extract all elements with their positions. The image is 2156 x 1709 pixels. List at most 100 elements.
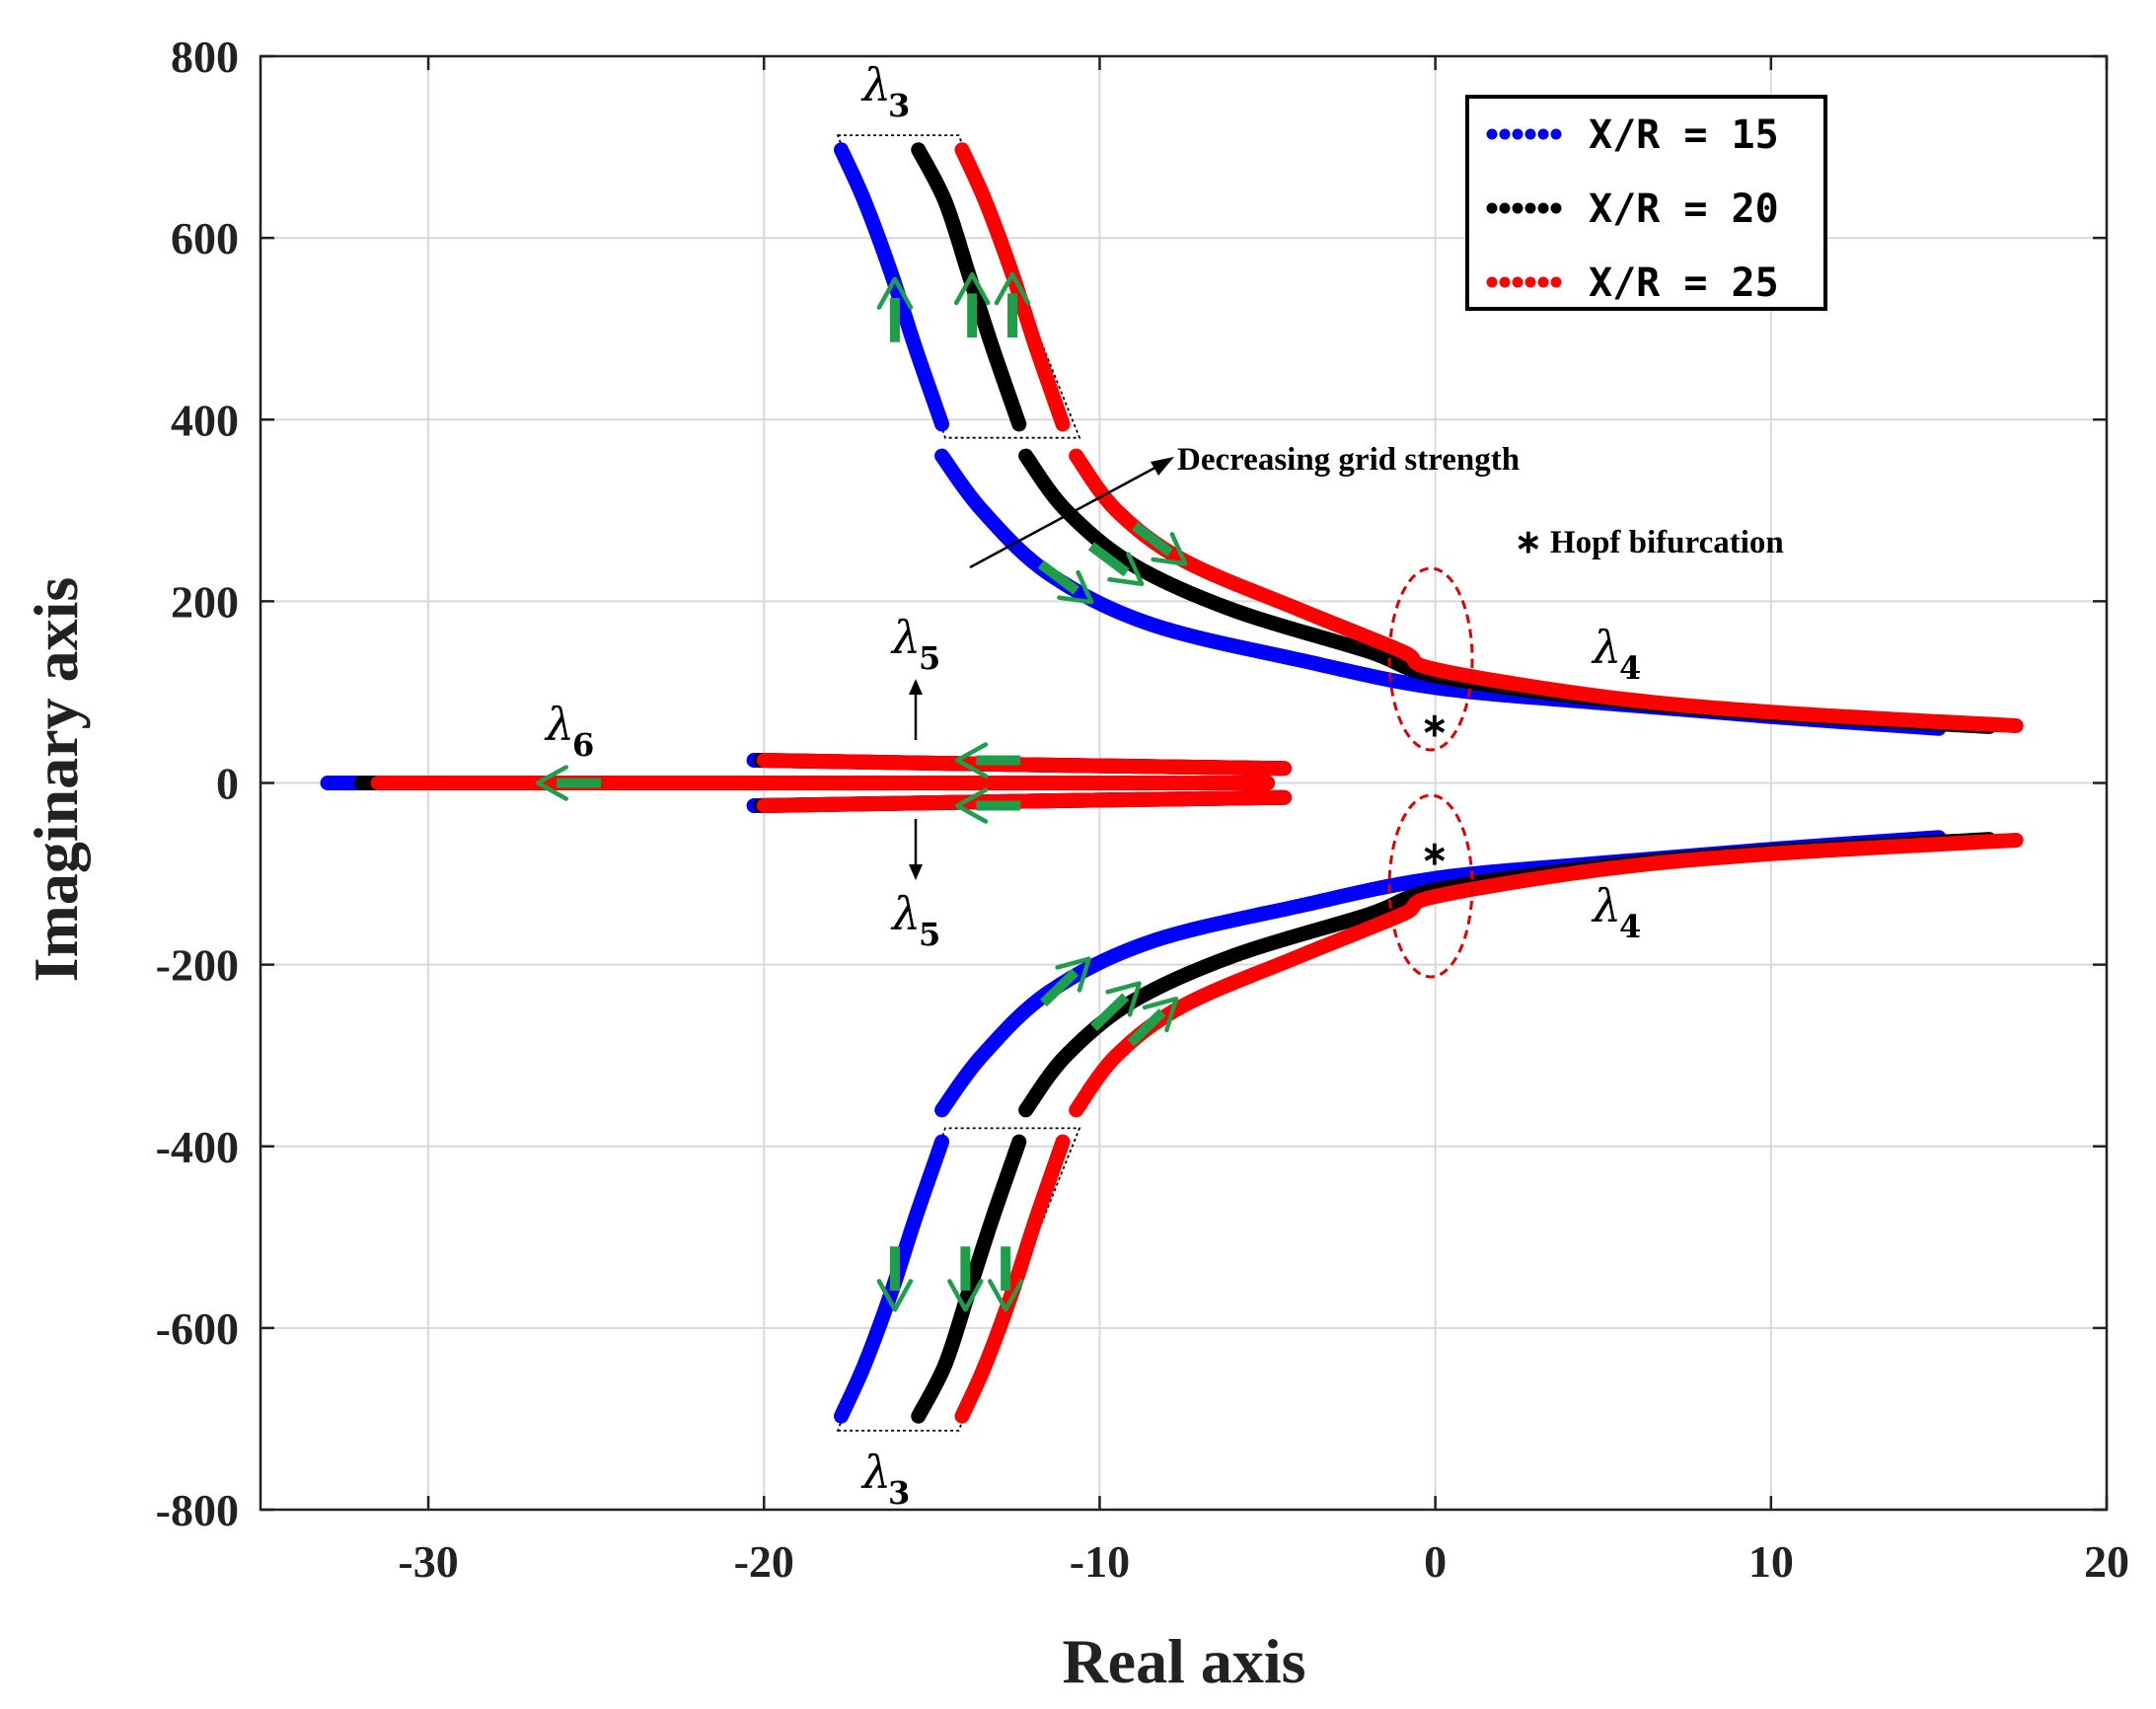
hopf-ellipse-upper bbox=[1387, 566, 1474, 752]
lambda5-lower-label: λ 5 bbox=[890, 887, 940, 953]
arrow-shaft bbox=[1037, 559, 1079, 595]
lambda4-lower-label: λ 4 bbox=[1591, 879, 1641, 945]
arrow-shaft bbox=[1087, 542, 1130, 577]
legend-items: X/R = 15 X/R = 20 X/R = 25 bbox=[1486, 112, 1779, 306]
legend-marker-dot bbox=[1537, 128, 1549, 140]
svg-text:5: 5 bbox=[919, 639, 940, 677]
legend-marker-dot bbox=[1524, 276, 1536, 288]
direction-arrow-13 bbox=[876, 1246, 914, 1312]
x-tick-label: 10 bbox=[1748, 1536, 1794, 1587]
y-axis-title: Imaginary axis bbox=[21, 577, 91, 983]
x-tick-label: -10 bbox=[1070, 1536, 1130, 1587]
legend-marker-dot bbox=[1486, 202, 1498, 214]
lambda5-upper-label: λ 5 bbox=[890, 611, 940, 677]
series-3-lambda5-upper-curve bbox=[756, 752, 1293, 777]
arrow-shaft bbox=[1127, 1008, 1166, 1047]
y-tick-label: -200 bbox=[156, 940, 239, 991]
direction-arrow-4 bbox=[1037, 559, 1094, 605]
arrow-head bbox=[953, 271, 991, 306]
arrow-head bbox=[954, 742, 989, 779]
lambda4-upper-label: λ 4 bbox=[1591, 621, 1641, 687]
x-tick-label: 0 bbox=[1424, 1536, 1447, 1587]
direction-arrow-7 bbox=[535, 765, 601, 801]
y-tick-label: -400 bbox=[156, 1122, 239, 1172]
arrow-head bbox=[876, 276, 914, 310]
legend-entry-1: X/R = 15 bbox=[1486, 112, 1779, 158]
arrow-head bbox=[1055, 956, 1091, 993]
svg-text:6: 6 bbox=[572, 726, 594, 764]
svg-text:λ: λ bbox=[1591, 879, 1621, 932]
legend-label: X/R = 20 bbox=[1589, 186, 1779, 232]
direction-arrow-2 bbox=[953, 271, 991, 338]
legend-marker-dot bbox=[1537, 276, 1549, 288]
arrow-head bbox=[1105, 981, 1142, 1017]
arrow-head bbox=[954, 787, 989, 824]
legend-label: X/R = 25 bbox=[1589, 260, 1779, 306]
svg-text:5: 5 bbox=[919, 916, 940, 953]
legend-marker-dot bbox=[1486, 276, 1498, 288]
legend-marker-dot bbox=[1512, 202, 1524, 214]
legend-marker-dot bbox=[1499, 276, 1511, 288]
svg-text:4: 4 bbox=[1619, 649, 1641, 687]
legend-label: X/R = 15 bbox=[1589, 112, 1779, 158]
x-tick-label: -20 bbox=[734, 1536, 794, 1587]
legend-entry-3: X/R = 25 bbox=[1486, 260, 1779, 306]
series-2-lambda3-upper-curve bbox=[911, 142, 1027, 432]
arrow-shaft bbox=[1039, 968, 1079, 1007]
hopf-bifurcation-label: ∗ Hopf bifurcation bbox=[1515, 525, 1784, 560]
arrow-shaft bbox=[1089, 993, 1130, 1032]
arrow-head bbox=[1142, 997, 1179, 1033]
direction-arrow-1 bbox=[876, 276, 914, 342]
legend-marker-dot bbox=[1550, 128, 1562, 140]
direction-arrow-5 bbox=[1087, 542, 1145, 586]
y-tick-label: 400 bbox=[171, 395, 239, 445]
y-tick-label: 200 bbox=[171, 576, 239, 627]
legend-marker-dot bbox=[1550, 276, 1562, 288]
x-tick-label: -30 bbox=[398, 1536, 458, 1587]
svg-text:λ: λ bbox=[860, 1446, 891, 1499]
svg-text:λ: λ bbox=[860, 58, 891, 111]
legend-marker-dot bbox=[1512, 128, 1524, 140]
decreasing-strength-arrow-line bbox=[969, 462, 1163, 569]
series-2-lambda3-lower-curve bbox=[911, 1134, 1027, 1424]
y-tick-label: 0 bbox=[216, 759, 239, 809]
hopf-point-lower: ∗ bbox=[1421, 837, 1449, 872]
svg-text:λ: λ bbox=[890, 887, 921, 940]
svg-text:λ: λ bbox=[890, 611, 921, 664]
legend: X/R = 15 X/R = 20 X/R = 25 bbox=[1465, 95, 1827, 311]
series-1-lambda3-lower-curve bbox=[834, 1134, 950, 1424]
svg-text:3: 3 bbox=[888, 87, 910, 124]
direction-arrow-15 bbox=[987, 1246, 1024, 1312]
arrow-head bbox=[535, 765, 569, 801]
arrow-head bbox=[876, 1279, 914, 1312]
legend-entry-2: X/R = 20 bbox=[1486, 186, 1779, 232]
arrow-head bbox=[1057, 569, 1094, 605]
legend-marker-dot bbox=[1499, 128, 1511, 140]
legend-marker-dot bbox=[1537, 202, 1549, 214]
legend-marker-dot bbox=[1550, 202, 1562, 214]
arrow-head bbox=[1107, 552, 1145, 586]
svg-text:3: 3 bbox=[888, 1474, 910, 1512]
direction-arrows bbox=[535, 271, 1188, 1312]
direction-arrow-6 bbox=[1132, 522, 1188, 566]
series-1-lambda3-upper-curve bbox=[834, 142, 950, 432]
svg-text:λ: λ bbox=[544, 698, 574, 751]
legend-marker-dot bbox=[1524, 128, 1536, 140]
direction-arrow-14 bbox=[947, 1246, 984, 1312]
lambda3-top-label: λ 3 bbox=[860, 58, 910, 124]
series-3-lambda5-lower-curve bbox=[756, 789, 1293, 814]
direction-arrow-11 bbox=[1089, 981, 1142, 1032]
x-axis-title: Real axis bbox=[1062, 1626, 1305, 1696]
arrow-shaft bbox=[1132, 522, 1173, 557]
lambda5-down-arrowhead bbox=[909, 864, 923, 880]
direction-arrow-12 bbox=[1127, 997, 1179, 1047]
legend-marker-dot bbox=[1499, 202, 1511, 214]
lambda6-label: λ 6 bbox=[544, 698, 594, 764]
legend-marker-dot bbox=[1512, 276, 1524, 288]
legend-marker-dot bbox=[1486, 128, 1498, 140]
legend-marker-dot bbox=[1524, 202, 1536, 214]
y-tick-label: 600 bbox=[171, 213, 239, 263]
direction-arrow-9 bbox=[954, 787, 1021, 824]
lambda3-bottom-label: λ 3 bbox=[860, 1446, 910, 1512]
